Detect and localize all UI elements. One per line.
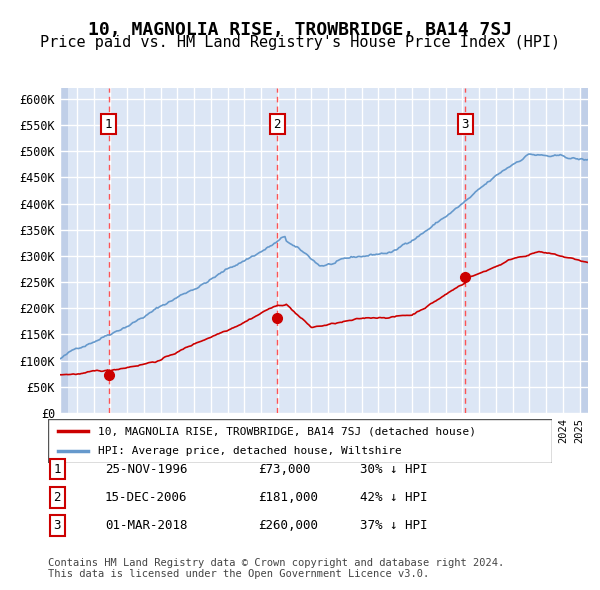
- Text: 3: 3: [461, 117, 469, 131]
- Bar: [580, 88, 588, 413]
- Text: 10, MAGNOLIA RISE, TROWBRIDGE, BA14 7SJ (detached house): 10, MAGNOLIA RISE, TROWBRIDGE, BA14 7SJ …: [98, 427, 476, 436]
- Text: 1: 1: [105, 117, 112, 131]
- Text: 25-NOV-1996: 25-NOV-1996: [105, 463, 187, 476]
- Text: HPI: Average price, detached house, Wiltshire: HPI: Average price, detached house, Wilt…: [98, 446, 402, 455]
- Text: 01-MAR-2018: 01-MAR-2018: [105, 519, 187, 532]
- Text: 1: 1: [53, 463, 61, 476]
- Text: Contains HM Land Registry data © Crown copyright and database right 2024.
This d: Contains HM Land Registry data © Crown c…: [48, 558, 504, 579]
- Text: £181,000: £181,000: [258, 491, 318, 504]
- Text: 3: 3: [53, 519, 61, 532]
- Text: 37% ↓ HPI: 37% ↓ HPI: [360, 519, 427, 532]
- Text: Price paid vs. HM Land Registry's House Price Index (HPI): Price paid vs. HM Land Registry's House …: [40, 35, 560, 50]
- Bar: [60, 88, 68, 413]
- FancyBboxPatch shape: [48, 419, 552, 463]
- Text: 10, MAGNOLIA RISE, TROWBRIDGE, BA14 7SJ: 10, MAGNOLIA RISE, TROWBRIDGE, BA14 7SJ: [88, 21, 512, 39]
- Text: £73,000: £73,000: [258, 463, 311, 476]
- Text: 2: 2: [53, 491, 61, 504]
- Text: 2: 2: [274, 117, 281, 131]
- Text: 30% ↓ HPI: 30% ↓ HPI: [360, 463, 427, 476]
- Text: £260,000: £260,000: [258, 519, 318, 532]
- Text: 42% ↓ HPI: 42% ↓ HPI: [360, 491, 427, 504]
- Text: 15-DEC-2006: 15-DEC-2006: [105, 491, 187, 504]
